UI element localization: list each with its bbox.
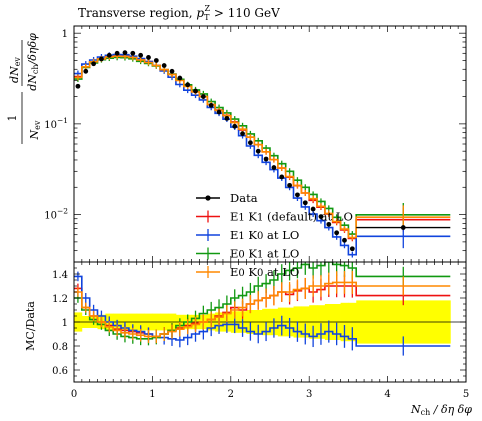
- y-tick-label: 10−1: [44, 116, 68, 131]
- data-point: [349, 246, 355, 252]
- legend-entry-data: Data: [196, 191, 258, 205]
- data-point: [342, 237, 347, 243]
- data-points: [75, 50, 451, 252]
- top-y-axis-title: 1 Nev dNev dNch/δηδφ: [6, 33, 42, 144]
- data-point: [326, 221, 332, 227]
- series-3-ratio: [74, 270, 451, 344]
- x-tick-label: 3: [306, 389, 312, 400]
- data-point: [248, 140, 253, 146]
- data-point: [216, 109, 222, 115]
- ratio-y-tick-label: 1: [62, 318, 68, 329]
- data-point: [114, 50, 120, 56]
- data-point: [200, 94, 206, 99]
- legend-label: E1 K0 at LO: [230, 228, 299, 242]
- ylabel-dnch: dNch/δηδφ: [26, 33, 40, 91]
- ratio-line: [74, 262, 451, 340]
- data-point: [279, 174, 285, 180]
- ratio-y-tick-label: 1.2: [52, 294, 68, 305]
- legend-entry-1: E1 K0 at LO: [196, 228, 299, 242]
- y-tick-label: 1: [62, 29, 68, 40]
- x-tick-label: 5: [463, 389, 469, 400]
- data-point: [91, 61, 96, 67]
- data-point: [169, 68, 175, 74]
- legend-entry-0: E1 K1 (default) at LO: [196, 210, 353, 224]
- bottom-y-axis-title: MC/Data: [24, 301, 37, 351]
- data-point: [255, 148, 261, 154]
- data-point: [295, 192, 300, 198]
- data-point: [146, 55, 151, 60]
- data-point: [400, 225, 406, 230]
- data-point: [122, 50, 128, 56]
- data-point: [130, 50, 136, 56]
- data-point: [287, 182, 292, 188]
- ratio-plot-panel: 0 1 2 3 4 5 0.6 0.8 1 1.2 1.4: [52, 261, 469, 400]
- legend-label: E1 K1 (default) at LO: [230, 210, 353, 224]
- data-point: [263, 156, 269, 162]
- ratio-y-tick-label: 0.8: [52, 342, 68, 353]
- data-point: [318, 214, 324, 219]
- data-point: [99, 56, 104, 62]
- series-line: [74, 55, 451, 239]
- legend-label: E0 K0 at LO: [230, 265, 299, 279]
- chart-title: Transverse region, pTZ > 110 GeV: [78, 4, 280, 22]
- main-plot-panel: 1 10−1 10−2: [44, 25, 467, 263]
- x-axis-title: Nch / δη δφ: [410, 403, 472, 417]
- data-point: [224, 115, 230, 121]
- ylabel-nev: Nev: [28, 120, 42, 140]
- legend-marker: [205, 195, 211, 201]
- data-point: [75, 83, 81, 89]
- ylabel-one: 1: [6, 115, 19, 122]
- data-point: [161, 63, 167, 68]
- x-tick-label: 2: [228, 389, 234, 400]
- data-point: [193, 88, 198, 94]
- data-point: [208, 102, 214, 108]
- series-line: [74, 53, 451, 256]
- data-point: [106, 52, 112, 58]
- legend-label: Data: [230, 191, 258, 205]
- x-tick-label: 0: [71, 389, 77, 400]
- series-1-histogram: [74, 51, 451, 258]
- ratio-y-tick-label: 0.6: [52, 366, 68, 377]
- legend-label: E0 K1 at LO: [230, 247, 299, 261]
- data-point: [83, 68, 89, 74]
- ylabel-dnev: dNev: [8, 57, 22, 83]
- legend: Data E1 K1 (default) at LO E1 K0 at LO E0 K…: [196, 191, 353, 279]
- y-tick-label: 10−2: [44, 207, 68, 222]
- data-point: [138, 52, 144, 58]
- legend-entry-3: E0 K0 at LO: [196, 265, 299, 279]
- data-point: [271, 165, 277, 170]
- data-point: [232, 123, 238, 129]
- data-point: [177, 75, 183, 81]
- x-tick-label: 4: [384, 389, 390, 400]
- ratio-line: [74, 281, 451, 338]
- legend-entry-2: E0 K1 at LO: [196, 247, 299, 261]
- data-point: [153, 58, 159, 63]
- ratio-line: [74, 275, 451, 347]
- ratio-y-tick-label: 1.4: [52, 270, 68, 281]
- data-point: [240, 131, 245, 137]
- data-point: [334, 230, 340, 236]
- data-point: [310, 206, 316, 212]
- data-point: [185, 82, 191, 88]
- data-point: [302, 200, 308, 206]
- x-tick-label: 1: [149, 389, 155, 400]
